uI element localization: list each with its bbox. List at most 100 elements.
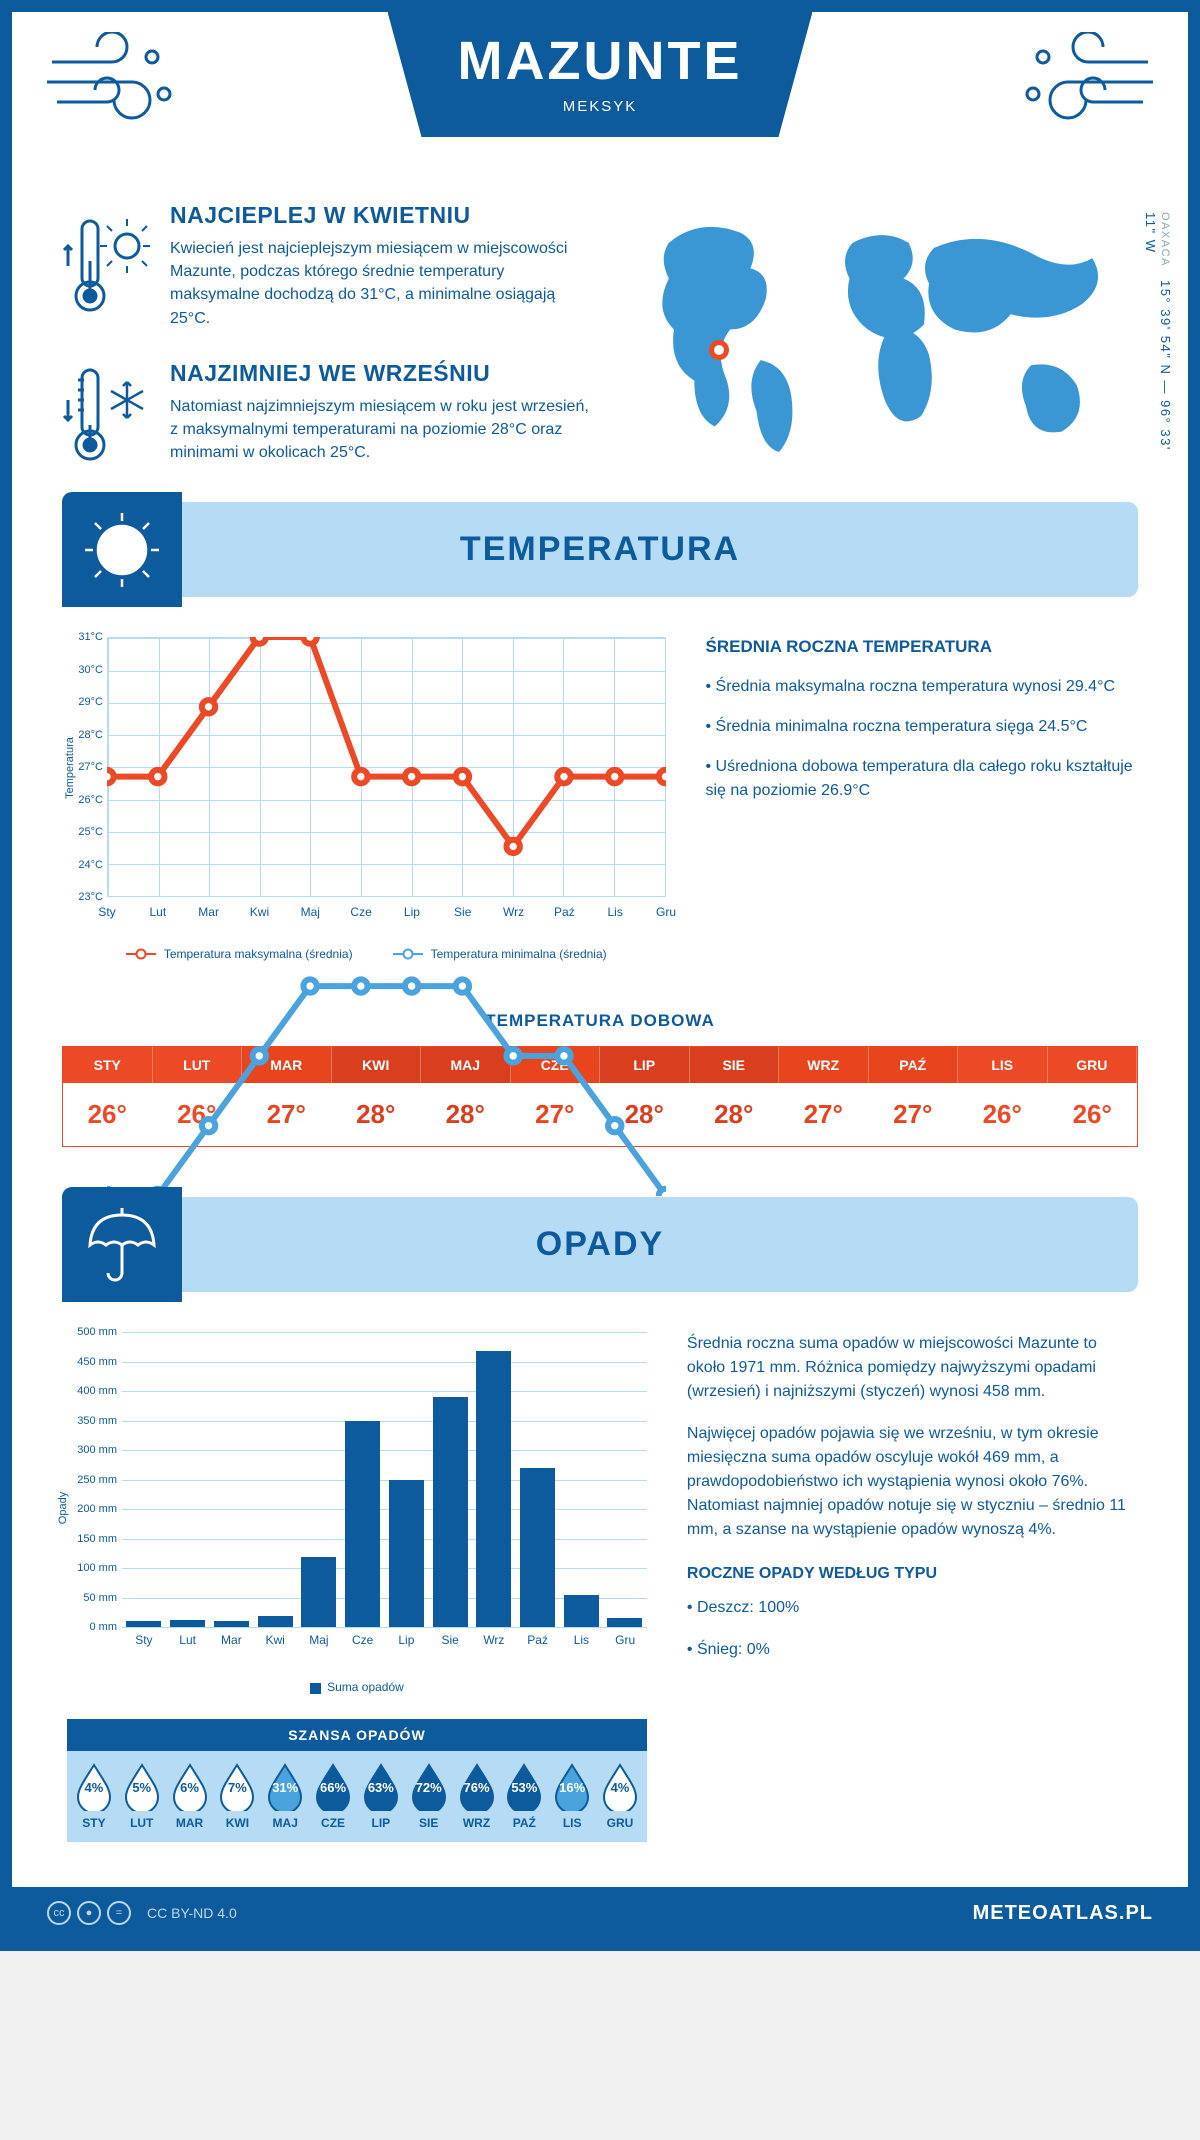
license-text: CC BY-ND 4.0 (147, 1905, 237, 1921)
precip-ytick: 450 mm (67, 1356, 117, 1368)
precip-chance-box: SZANSA OPADÓW 4% STY 5% LUT 6% (67, 1719, 647, 1842)
warmest-block: NAJCIEPLEJ W KWIETNIU Kwiecień jest najc… (62, 202, 598, 330)
section-precip-title: OPADY (536, 1225, 664, 1263)
warmest-title: NAJCIEPLEJ W KWIETNIU (170, 202, 598, 229)
coldest-text: Natomiast najzimniejszym miesiącem w rok… (170, 395, 598, 465)
precip-type-rain: • Deszcz: 100% (687, 1596, 1133, 1620)
precip-xtick: Lis (574, 1633, 589, 1647)
precip-bar (301, 1557, 336, 1628)
precip-ytick: 500 mm (67, 1326, 117, 1338)
chance-drop: 31% MAJ (262, 1763, 308, 1830)
precip-xtick: Gru (615, 1633, 635, 1647)
title-banner: MAZUNTE MEKSYK (388, 12, 813, 137)
temperature-body: Temperatura 23°C24°C25°C26°C27°C28°C29°C… (12, 597, 1188, 981)
precip-chance-title: SZANSA OPADÓW (67, 1719, 647, 1751)
wind-deco-left (42, 32, 182, 137)
thermometer-sun-icon (62, 202, 152, 330)
precip-ytick: 400 mm (67, 1385, 117, 1397)
precip-text-1: Średnia roczna suma opadów w miejscowośc… (687, 1332, 1133, 1404)
precip-xtick: Sty (135, 1633, 152, 1647)
sun-icon (62, 492, 182, 607)
cc-icon: cc (47, 1901, 71, 1925)
daily-value: 28° (690, 1083, 780, 1146)
daily-value: 26° (1048, 1083, 1138, 1146)
section-temperature-title: TEMPERATURA (460, 530, 740, 568)
temp-bullet-1: • Średnia maksymalna roczna temperatura … (706, 675, 1134, 699)
chance-drop: 4% GRU (597, 1763, 643, 1830)
temp-xtick: Sie (454, 905, 471, 919)
temp-ytick: 27°C (67, 761, 103, 773)
precip-bar (520, 1468, 555, 1627)
precip-ytick: 350 mm (67, 1415, 117, 1427)
page-title: MAZUNTE (458, 30, 743, 92)
chance-drop: 4% STY (71, 1763, 117, 1830)
overview: NAJCIEPLEJ W KWIETNIU Kwiecień jest najc… (12, 202, 1188, 502)
precip-xtick: Wrz (483, 1633, 504, 1647)
daily-month: PAŹ (869, 1047, 959, 1083)
precip-text-2: Najwięcej opadów pojawia się we wrześniu… (687, 1422, 1133, 1542)
daily-month: GRU (1048, 1047, 1138, 1083)
footer: cc ● = CC BY-ND 4.0 METEOATLAS.PL (12, 1887, 1188, 1939)
overview-text: NAJCIEPLEJ W KWIETNIU Kwiecień jest najc… (62, 202, 598, 472)
coldest-block: NAJZIMNIEJ WE WRZEŚNIU Natomiast najzimn… (62, 360, 598, 470)
chance-drop: 66% CZE (310, 1763, 356, 1830)
temp-ytick: 26°C (67, 794, 103, 806)
temp-xtick: Paź (554, 905, 575, 919)
warmest-text: Kwiecień jest najcieplejszym miesiącem w… (170, 237, 598, 330)
temp-xtick: Gru (656, 905, 676, 919)
daily-value: 26° (958, 1083, 1048, 1146)
temp-ytick: 29°C (67, 696, 103, 708)
page: MAZUNTE MEKSYK NAJCIEPLEJ W KWIETNIU Kwi… (0, 0, 1200, 1951)
daily-month: WRZ (779, 1047, 869, 1083)
temp-xtick: Mar (198, 905, 219, 919)
precip-ytick: 200 mm (67, 1503, 117, 1515)
daily-value: 27° (779, 1083, 869, 1146)
chance-drop: 63% LIP (358, 1763, 404, 1830)
temp-ytick: 31°C (67, 631, 103, 643)
temp-summary-heading: ŚREDNIA ROCZNA TEMPERATURA (706, 637, 1134, 657)
temp-xtick: Lis (608, 905, 623, 919)
precip-bar (214, 1621, 249, 1627)
chance-drop: 16% LIS (549, 1763, 595, 1830)
temp-xtick: Wrz (503, 905, 524, 919)
license-block: cc ● = CC BY-ND 4.0 (47, 1901, 237, 1925)
precip-bar (258, 1616, 293, 1628)
precip-bar (389, 1480, 424, 1628)
region-label: OAXACA (1159, 212, 1171, 267)
wind-deco-right (1018, 32, 1158, 137)
precip-summary: Średnia roczna suma opadów w miejscowośc… (687, 1332, 1133, 1842)
precip-bar (345, 1421, 380, 1628)
precip-ytick: 300 mm (67, 1444, 117, 1456)
precip-xtick: Lip (398, 1633, 414, 1647)
precip-bar (170, 1620, 205, 1627)
map-block: OAXACA 15° 39' 54" N — 96° 33' 11" W (628, 202, 1138, 472)
chance-drop: 53% PAŹ (501, 1763, 547, 1830)
precip-type-heading: ROCZNE OPADY WEDŁUG TYPU (687, 1562, 1133, 1586)
precip-bar (433, 1397, 468, 1627)
footer-brand: METEOATLAS.PL (973, 1902, 1153, 1925)
precip-ytick: 50 mm (67, 1592, 117, 1604)
precip-xtick: Maj (309, 1633, 328, 1647)
precip-xtick: Lut (179, 1633, 196, 1647)
precip-ytick: 100 mm (67, 1562, 117, 1574)
temp-ytick: 24°C (67, 859, 103, 871)
temperature-chart: Temperatura 23°C24°C25°C26°C27°C28°C29°C… (67, 637, 666, 961)
daily-value: 27° (869, 1083, 959, 1146)
chance-drop: 72% SIE (406, 1763, 452, 1830)
precip-legend-label: Suma opadów (327, 1680, 404, 1694)
daily-month: LIS (958, 1047, 1048, 1083)
precip-ytick: 150 mm (67, 1533, 117, 1545)
temp-ytick: 28°C (67, 729, 103, 741)
temp-bullet-2: • Średnia minimalna roczna temperatura s… (706, 715, 1134, 739)
daily-month: SIE (690, 1047, 780, 1083)
temp-ytick: 23°C (67, 891, 103, 903)
precip-xtick: Sie (441, 1633, 458, 1647)
precip-chart-legend: Suma opadów (67, 1680, 647, 1694)
coordinates: OAXACA 15° 39' 54" N — 96° 33' 11" W (1143, 212, 1173, 472)
chance-drop: 76% WRZ (454, 1763, 500, 1830)
precip-type-snow: • Śnieg: 0% (687, 1638, 1133, 1662)
temp-ytick: 25°C (67, 826, 103, 838)
precip-chart: Opady 0 mm50 mm100 mm150 mm200 mm250 mm3… (67, 1332, 647, 1842)
temp-xtick: Cze (350, 905, 371, 919)
thermometer-snow-icon (62, 360, 152, 470)
